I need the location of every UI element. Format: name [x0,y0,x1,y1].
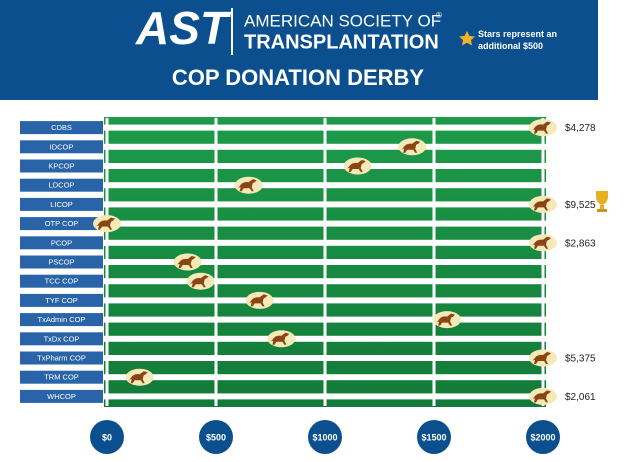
horse [398,138,427,156]
category-label: CDBS [51,123,72,132]
category-box [20,255,103,269]
category-label: TCC COP [45,277,79,286]
category-box [20,370,103,384]
header-band [0,0,598,100]
x-tick-label: $0 [102,432,112,442]
category-label: TxAdmin COP [38,315,86,324]
category-label: LDCOP [49,181,75,190]
horse [433,311,462,329]
category-label: PCOP [51,238,72,247]
horse [343,157,372,175]
horse [173,253,202,271]
category-label: WHCOP [47,392,76,401]
note-box: Stars represent an additional $500 [478,29,558,51]
category-box [20,140,103,154]
horse-shape [345,160,366,172]
x-tick-label: $1500 [421,432,446,442]
horse [529,387,557,405]
logo: AST [135,2,232,54]
star-icon [459,31,475,46]
value-label: $2,061 [565,392,596,403]
tick-marker [90,420,124,454]
horse [529,234,557,252]
category-box [20,332,103,346]
horse-shape [247,294,268,307]
category-box [20,313,103,327]
horse-shape [127,371,148,384]
x-tick-label: $1000 [312,432,337,442]
horse [125,368,154,386]
org-name: AMERICAN SOCIETY OF [244,11,441,30]
category-label: TxDx COP [44,334,80,343]
category-label: PSCOP [48,257,74,266]
tick-marker [417,420,451,454]
category-box [20,217,103,231]
x-tick-label: $2000 [530,432,555,442]
category-box [20,121,103,135]
category-box [20,274,103,288]
category-box [20,159,103,173]
horse [529,349,557,367]
category-box [20,236,103,250]
horse-shape [435,313,456,326]
horse-shape [175,256,196,268]
value-label: $9,525 [565,200,596,211]
value-label: $2,863 [565,238,596,249]
horse-shape [95,217,115,230]
horse [234,176,263,194]
x-tick-label: $500 [206,432,226,442]
category-box [20,351,103,365]
category-box [20,293,103,307]
category-label: OTP COP [45,219,79,228]
org-name: TRANSPLANTATION [244,31,439,53]
category-label: TYF COP [45,296,78,305]
value-label: $5,375 [565,354,596,365]
chart-title: COP DONATION DERBY [172,65,425,90]
horse-shape [531,352,551,364]
category-label: KPCOP [48,161,74,170]
category-box [20,178,103,192]
horse [93,215,121,233]
horse-shape [188,275,209,288]
category-label: TRM COP [44,373,79,382]
horse [529,119,557,137]
horse-shape [236,179,257,192]
horse [245,291,274,309]
category-label: TxPharm COP [37,353,86,362]
star-note: Stars represent an additional $500 [478,29,558,51]
category-box [20,389,103,403]
horse-shape [400,140,421,153]
registered-mark: ® [436,11,442,20]
horse [529,195,557,213]
category-box [20,197,103,211]
horse-shape [531,236,551,249]
tick-marker [199,420,233,454]
horse [186,272,215,290]
horse-shape [531,198,551,211]
value-label: $4,278 [565,123,596,134]
horse-shape [531,121,551,134]
horse-shape [269,332,290,345]
tick-marker [526,420,560,454]
category-label: LICOP [50,200,73,209]
horse-shape [531,390,551,403]
tick-marker [308,420,342,454]
category-label: IDCOP [50,142,74,151]
horse [267,330,296,348]
trophy-icon [596,191,608,212]
